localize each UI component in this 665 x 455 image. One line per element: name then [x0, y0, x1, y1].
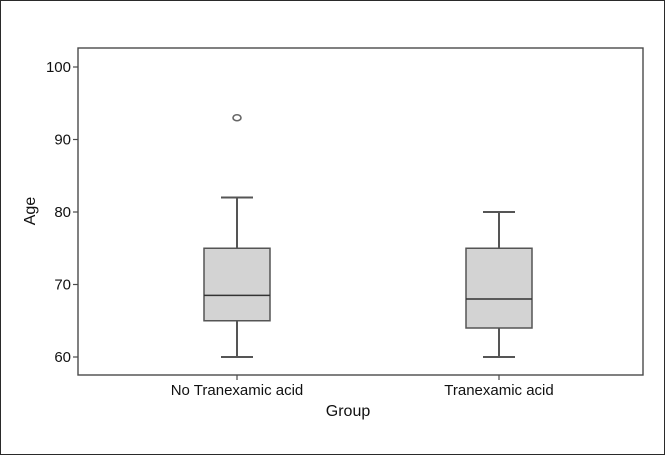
- y-tick-label: 80: [54, 204, 71, 221]
- y-tick-label: 60: [54, 349, 71, 366]
- y-tick-label: 70: [54, 277, 71, 294]
- boxes-layer: [203, 113, 533, 358]
- y-axis: 60 70 80 90 100: [46, 59, 78, 366]
- iqr-box: [203, 247, 271, 322]
- iqr-box: [465, 247, 533, 329]
- y-tick-label: 90: [54, 132, 71, 149]
- x-tick-label: No Tranexamic acid: [171, 382, 304, 399]
- x-axis-label: Group: [326, 403, 371, 420]
- y-tick-label: 100: [46, 59, 71, 76]
- x-tick-label: Tranexamic acid: [444, 382, 553, 399]
- x-axis: No Tranexamic acid Tranexamic acid: [171, 375, 554, 399]
- outlier-point: [232, 113, 242, 122]
- y-axis-label: Age: [22, 197, 39, 226]
- plot-area: [77, 47, 644, 376]
